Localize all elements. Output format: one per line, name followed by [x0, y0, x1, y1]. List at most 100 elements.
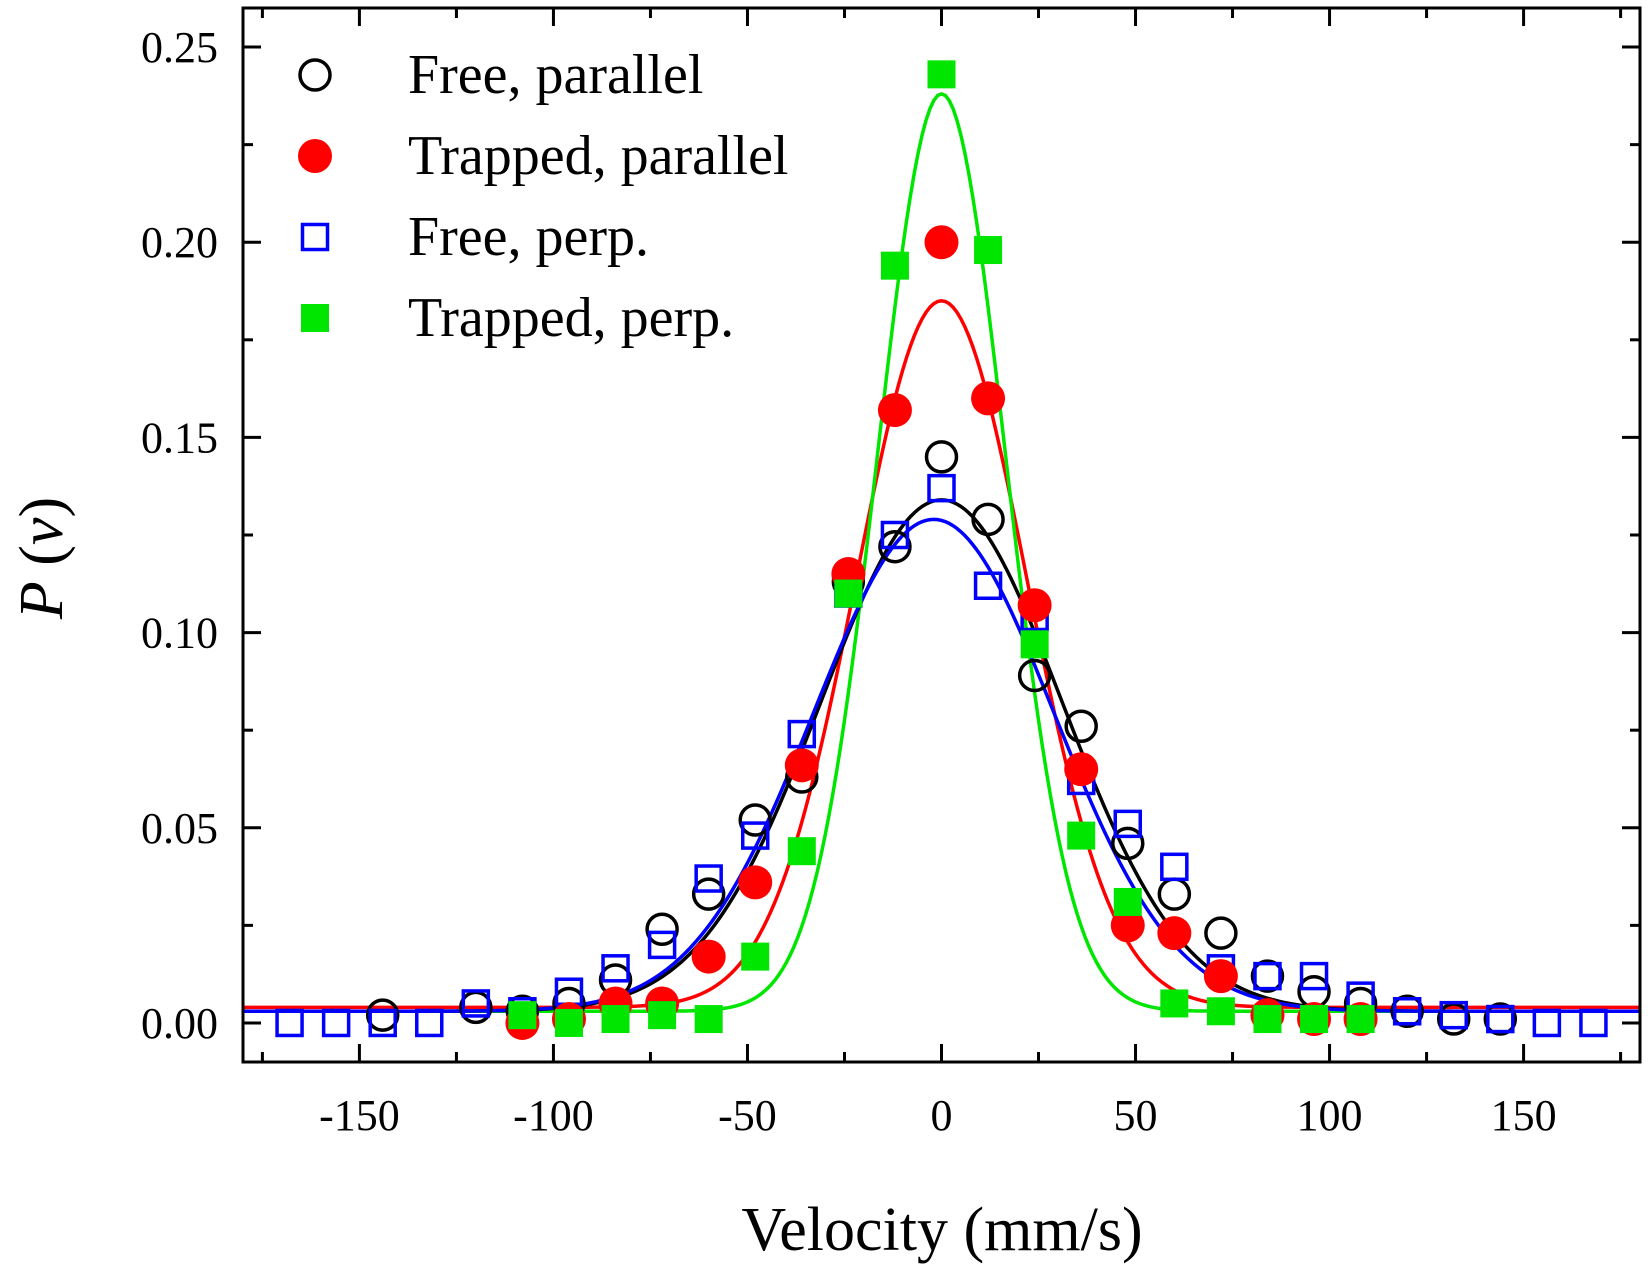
- y-axis-title-symbol: P: [8, 581, 76, 620]
- x-axis-ticks: -150 -100 -50 0 50 100 150: [260, 8, 1623, 1140]
- data-point: [647, 930, 677, 960]
- x-tick-label: 0: [931, 1091, 953, 1140]
- data-point: [1392, 997, 1422, 1026]
- series-markers: [365, 440, 1518, 1036]
- legend-label: Free, parallel: [408, 44, 703, 106]
- data-point: [1113, 887, 1142, 916]
- data-point: [1532, 1008, 1562, 1038]
- data-point: [878, 529, 912, 564]
- data-point: [924, 440, 959, 474]
- data-point: [973, 571, 1003, 600]
- data-point: [1579, 1008, 1608, 1038]
- data-point: [738, 803, 772, 837]
- data-point: [321, 1008, 351, 1038]
- data-point: [971, 381, 1006, 416]
- data-point: [601, 954, 630, 983]
- y-axis-title-open: (: [8, 545, 76, 581]
- x-tick-label: 50: [1114, 1091, 1158, 1140]
- data-point: [927, 60, 956, 89]
- data-point: [880, 520, 910, 550]
- data-point: [1253, 1005, 1282, 1034]
- x-tick-label: -50: [718, 1091, 777, 1140]
- data-point: [784, 748, 819, 783]
- data-point: [365, 998, 400, 1032]
- data-point: [740, 821, 770, 850]
- legend-marker: [300, 222, 330, 252]
- y-tick-label: 0.05: [141, 804, 218, 853]
- data-point: [1160, 989, 1189, 1018]
- data-point: [1250, 959, 1285, 993]
- data-point: [971, 502, 1005, 537]
- y-tick-label: 0.10: [141, 609, 218, 658]
- y-axis-title-arg: v: [8, 517, 76, 545]
- legend-label: Free, perp.: [408, 206, 649, 268]
- data-point: [787, 837, 816, 866]
- legend-marker: [301, 304, 329, 332]
- data-point: [601, 1005, 630, 1034]
- data-point: [741, 942, 770, 971]
- data-point: [1020, 630, 1049, 659]
- data-point: [1206, 997, 1235, 1026]
- data-point: [694, 864, 723, 893]
- data-point: [691, 939, 726, 974]
- legend-label: Trapped, parallel: [408, 125, 789, 187]
- data-point: [1203, 959, 1238, 994]
- data-point: [1113, 809, 1143, 839]
- data-point: [554, 1008, 583, 1037]
- data-point: [461, 989, 491, 1018]
- data-point: [691, 877, 726, 911]
- x-tick-label: 150: [1491, 1091, 1557, 1140]
- data-point: [787, 719, 817, 749]
- series-markers: [508, 60, 1375, 1037]
- data-point: [1160, 852, 1189, 882]
- x-tick-label: -100: [513, 1091, 594, 1140]
- x-axis-title: Velocity (mm/s): [741, 1196, 1142, 1264]
- data-point: [694, 1005, 723, 1034]
- data-point: [645, 912, 679, 947]
- y-tick-label: 0.25: [141, 23, 218, 72]
- data-point: [1064, 752, 1099, 787]
- fit-curve: [243, 517, 1640, 1013]
- y-axis-ticks: 0.00 0.05 0.10 0.15 0.20 0.25: [141, 23, 1640, 1048]
- data-point: [1483, 1002, 1518, 1036]
- legend: Free, parallel Trapped, parallel Free, per…: [298, 44, 789, 349]
- data-point: [880, 251, 909, 280]
- legend-marker: [298, 139, 332, 173]
- data-point: [1110, 908, 1145, 943]
- legend-label: Trapped, perp.: [408, 287, 734, 349]
- y-axis-title-close: ): [8, 497, 76, 518]
- data-point: [1439, 1000, 1468, 1030]
- data-point: [1111, 826, 1145, 861]
- data-point: [1299, 961, 1329, 991]
- data-point: [1390, 994, 1424, 1029]
- y-axis-title: P (v): [8, 497, 76, 620]
- y-tick-label: 0.15: [141, 413, 218, 462]
- series-markers: [275, 473, 1608, 1038]
- data-point: [1204, 916, 1238, 950]
- data-point: [275, 1008, 304, 1038]
- data-point: [738, 865, 773, 900]
- data-point: [508, 1001, 537, 1030]
- data-point: [877, 393, 912, 428]
- data-point: [924, 225, 959, 260]
- data-point: [415, 1008, 444, 1038]
- data-point: [834, 579, 863, 608]
- y-tick-label: 0.20: [141, 218, 218, 267]
- data-point: [1017, 658, 1052, 693]
- data-point: [1067, 821, 1096, 850]
- data-point: [1064, 709, 1098, 744]
- data-point: [368, 1008, 397, 1038]
- data-point: [1253, 961, 1282, 991]
- data-point: [648, 1001, 677, 1030]
- x-tick-label: -150: [319, 1091, 400, 1140]
- data-point: [1346, 1005, 1375, 1034]
- data-point: [1300, 1005, 1329, 1034]
- legend-marker: [298, 58, 332, 92]
- y-tick-label: 0.00: [141, 999, 218, 1048]
- data-point: [1486, 1004, 1515, 1034]
- data-point: [1157, 916, 1192, 951]
- data-point: [974, 236, 1003, 265]
- data-markers: [275, 60, 1608, 1040]
